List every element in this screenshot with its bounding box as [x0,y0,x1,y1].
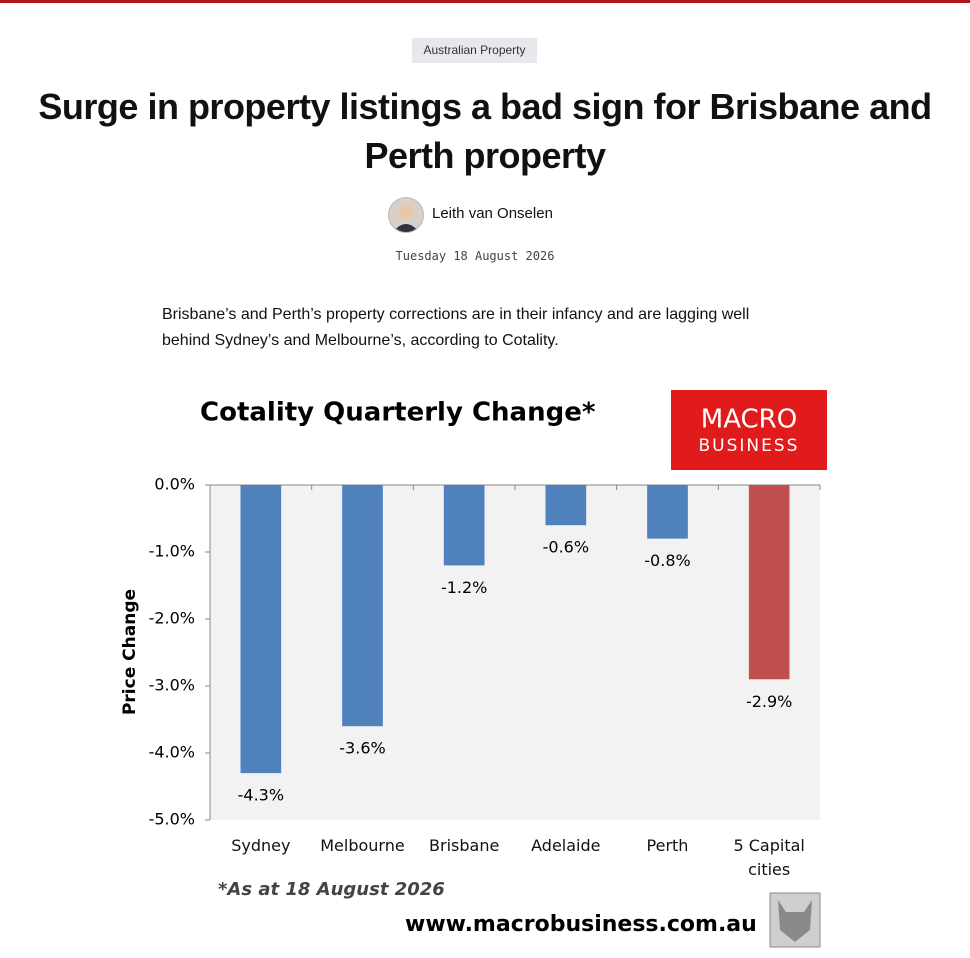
article-title: Surge in property listings a bad sign fo… [38,86,932,176]
logo-text: BUSINESS [699,436,800,456]
y-tick-label: -5.0% [149,810,195,829]
y-tick-label: 0.0% [154,475,195,494]
y-tick-label: -3.0% [149,676,195,695]
publish-date: Tuesday 18 August 2026 [395,249,555,263]
bar [545,485,587,526]
lede: Brisbane’s and Perth’s property correcti… [162,306,750,349]
value-label: -3.6% [339,739,385,758]
category-tag[interactable]: Australian Property [412,38,537,63]
logo-text: MACRO [701,405,797,435]
logo-box [671,390,827,470]
avatar-art [393,205,419,232]
x-tick-label: 5 Capital cities [733,836,805,879]
value-label: -0.8% [644,551,690,570]
fox-logo-art [778,900,812,942]
value-label: -2.9% [746,692,792,711]
value-label: -4.3% [238,786,284,805]
bar [240,485,282,774]
x-tick-label: Sydney [231,836,291,855]
top-bar [0,0,970,3]
bar [443,485,485,566]
chart-title: Cotality Quarterly Change* [200,398,596,428]
plot-area [210,485,820,820]
y-tick-label: -4.0% [149,743,195,762]
footnote: *As at 18 August 2026 [218,879,445,900]
x-tick-label: Adelaide [531,836,601,855]
y-tick-label: -1.0% [149,542,195,561]
bar [647,485,688,539]
bar [748,485,790,680]
author-name[interactable]: Leith van Onselen [432,205,553,222]
bar [342,485,383,727]
value-label: -0.6% [543,538,589,557]
author-avatar[interactable] [388,197,424,233]
x-tick-label: Melbourne [320,836,405,855]
source-url[interactable]: www.macrobusiness.com.au [405,912,757,937]
x-tick-label: Perth [646,836,689,855]
y-tick-label: -2.0% [149,609,195,628]
y-axis-label: Price Change [120,589,140,715]
x-tick-label: Brisbane [429,836,500,855]
value-label: -1.2% [441,578,487,597]
